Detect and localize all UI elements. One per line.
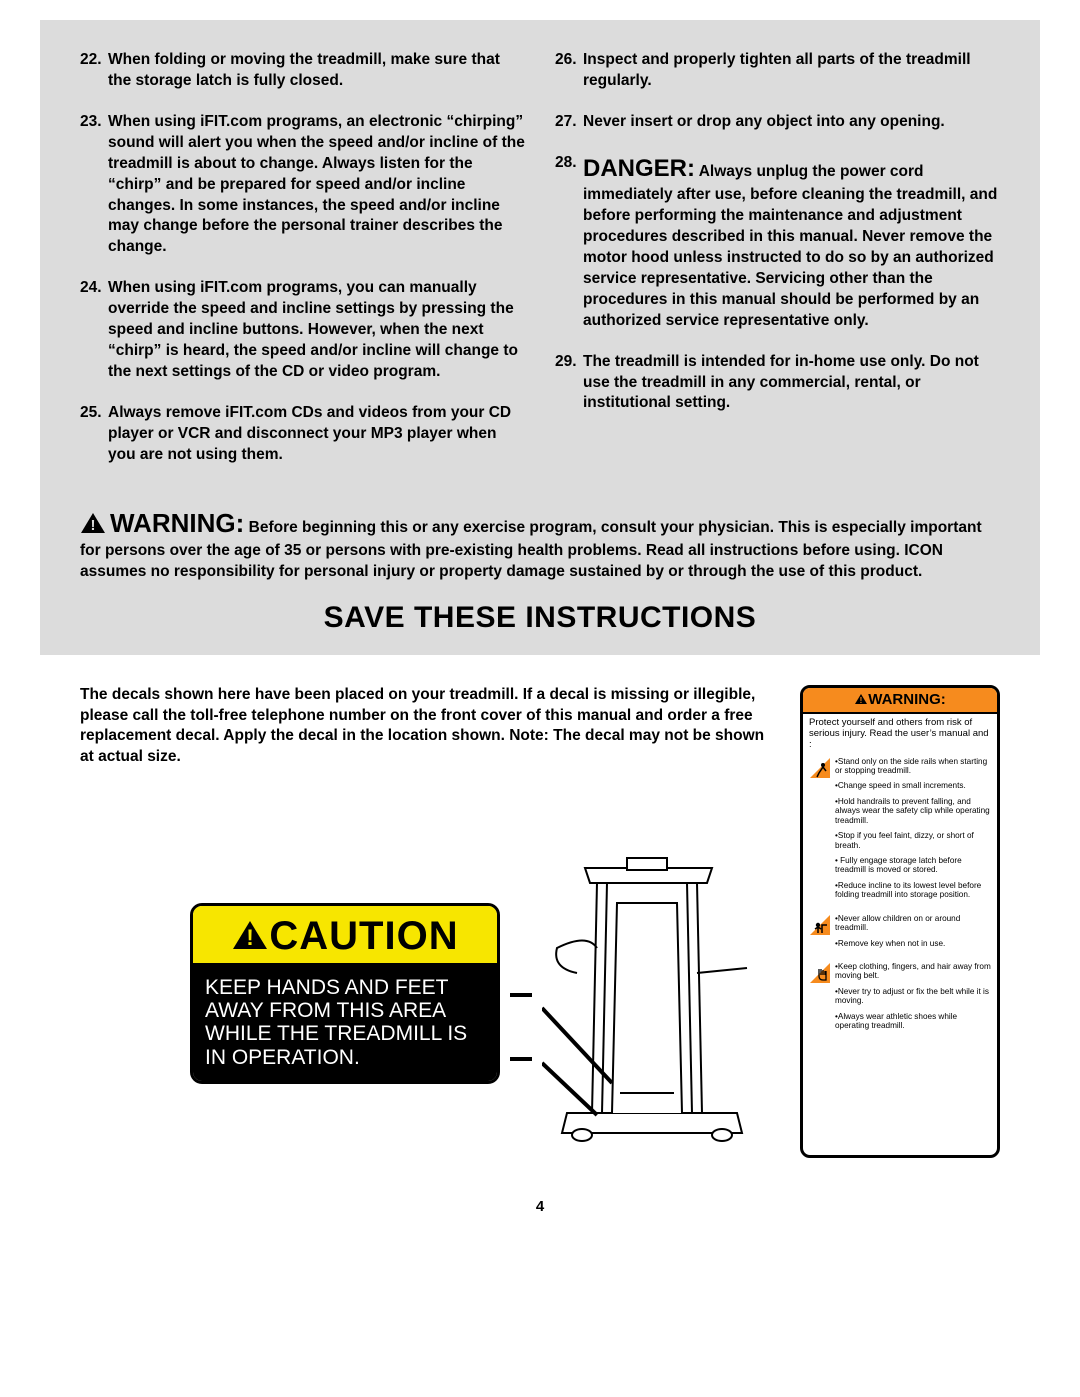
- instruction-text: When using iFIT.com programs, an electro…: [108, 112, 525, 258]
- caution-header: ! CAUTION: [193, 906, 497, 966]
- instruction-text: Inspect and properly tighten all parts o…: [583, 50, 1000, 92]
- svg-text:!: !: [91, 517, 96, 534]
- manual-page: 22.When folding or moving the treadmill,…: [0, 20, 1080, 1235]
- instruction-number: 29.: [555, 352, 583, 415]
- decal-section: The decals shown here have been placed o…: [40, 655, 1040, 1179]
- warning-triangle-icon: !: [80, 512, 106, 541]
- small-warning-bullet: •Never allow children on or around tread…: [835, 914, 991, 933]
- slip-icon: [809, 757, 831, 779]
- small-warning-bullet: •Change speed in small increments.: [835, 781, 991, 790]
- small-warning-bullet: •Stop if you feel faint, dizzy, or short…: [835, 831, 991, 850]
- page-number: 4: [0, 1198, 1080, 1235]
- small-warning-intro: Protect yourself and others from risk of…: [803, 714, 997, 757]
- small-warning-group: •Keep clothing, fingers, and hair away f…: [809, 962, 991, 1037]
- instruction-item: 27.Never insert or drop any object into …: [555, 112, 1000, 133]
- instruction-text: The treadmill is intended for in-home us…: [583, 352, 1000, 415]
- instruction-item: 25.Always remove iFIT.com CDs and videos…: [80, 403, 525, 466]
- small-warning-decal: ! WARNING: Protect yourself and others f…: [800, 685, 1000, 1159]
- small-warning-bullet: •Never try to adjust or fix the belt whi…: [835, 987, 991, 1006]
- connector-line: [510, 993, 532, 1061]
- caution-body-text: KEEP HANDS AND FEET AWAY FROM THIS AREA …: [193, 966, 497, 1080]
- instruction-text: Never insert or drop any object into any…: [583, 112, 1000, 133]
- instruction-item: 26.Inspect and properly tighten all part…: [555, 50, 1000, 92]
- right-column: 26.Inspect and properly tighten all part…: [555, 50, 1000, 486]
- small-warning-bullet: •Always wear athletic shoes while operat…: [835, 1012, 991, 1031]
- instruction-item: 23.When using iFIT.com programs, an elec…: [80, 112, 525, 258]
- instruction-number: 22.: [80, 50, 108, 92]
- small-warning-bullets: •Never allow children on or around tread…: [835, 914, 991, 954]
- small-warning-bullet: •Remove key when not in use.: [835, 939, 991, 948]
- svg-text:!: !: [247, 925, 254, 950]
- instruction-number: 28.: [555, 153, 583, 332]
- safety-panel: 22.When folding or moving the treadmill,…: [40, 20, 1040, 655]
- small-warning-bullet: • Fully engage storage latch before trea…: [835, 856, 991, 875]
- small-warning-header-text: WARNING:: [868, 691, 946, 708]
- warning-label: WARNING:: [110, 508, 244, 538]
- treadmill-diagram: [542, 853, 762, 1158]
- decal-row: ! CAUTION KEEP HANDS AND FEET AWAY FROM …: [190, 793, 780, 1158]
- decal-intro-text: The decals shown here have been placed o…: [80, 685, 780, 769]
- small-warning-bullets: •Stand only on the side rails when start…: [835, 757, 991, 906]
- caution-label: CAUTION: [269, 914, 458, 958]
- small-warning-list: •Stand only on the side rails when start…: [803, 757, 997, 1051]
- instruction-text: When using iFIT.com programs, you can ma…: [108, 278, 525, 383]
- instruction-number: 26.: [555, 50, 583, 92]
- small-warning-bullets: •Keep clothing, fingers, and hair away f…: [835, 962, 991, 1037]
- instruction-columns: 22.When folding or moving the treadmill,…: [80, 50, 1000, 486]
- caution-triangle-icon: !: [231, 919, 269, 956]
- small-warning-bullet: •Reduce incline to its lowest level befo…: [835, 881, 991, 900]
- small-warning-bullet: •Keep clothing, fingers, and hair away f…: [835, 962, 991, 981]
- left-column: 22.When folding or moving the treadmill,…: [80, 50, 525, 486]
- instruction-item: 29.The treadmill is intended for in-home…: [555, 352, 1000, 415]
- instruction-text: When folding or moving the treadmill, ma…: [108, 50, 525, 92]
- instruction-text: DANGER: Always unplug the power cord imm…: [583, 153, 1000, 332]
- instruction-number: 24.: [80, 278, 108, 383]
- small-warning-bullet: •Stand only on the side rails when start…: [835, 757, 991, 776]
- danger-label: DANGER:: [583, 155, 695, 182]
- instruction-number: 25.: [80, 403, 108, 466]
- instruction-number: 27.: [555, 112, 583, 133]
- instruction-text: Always remove iFIT.com CDs and videos fr…: [108, 403, 525, 466]
- caution-decal: ! CAUTION KEEP HANDS AND FEET AWAY FROM …: [190, 903, 500, 1083]
- instruction-number: 23.: [80, 112, 108, 258]
- small-warning-header: ! WARNING:: [803, 688, 997, 714]
- warning-paragraph: ! WARNING: Before beginning this or any …: [80, 506, 1000, 583]
- small-warning-triangle-icon: !: [854, 692, 868, 709]
- instruction-item: 28.DANGER: Always unplug the power cord …: [555, 153, 1000, 332]
- hand-icon: [809, 962, 831, 984]
- small-warning-bullet: •Hold handrails to prevent falling, and …: [835, 797, 991, 825]
- small-warning-group: •Stand only on the side rails when start…: [809, 757, 991, 906]
- save-instructions-heading: SAVE THESE INSTRUCTIONS: [80, 601, 1000, 635]
- instruction-item: 24.When using iFIT.com programs, you can…: [80, 278, 525, 383]
- instruction-item: 22.When folding or moving the treadmill,…: [80, 50, 525, 92]
- svg-text:!: !: [860, 696, 863, 705]
- child-icon: [809, 914, 831, 936]
- small-warning-group: •Never allow children on or around tread…: [809, 914, 991, 954]
